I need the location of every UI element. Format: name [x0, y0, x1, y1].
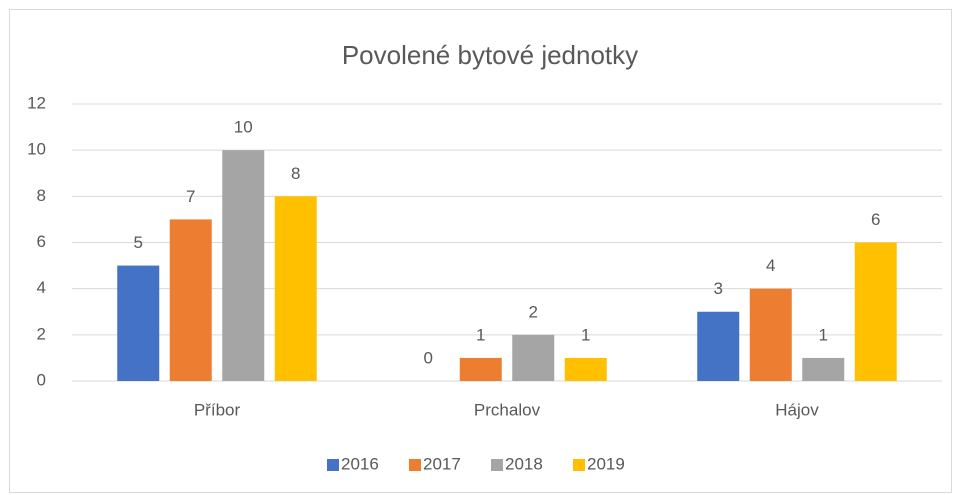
chart-title: Povolené bytové jednotky: [342, 40, 638, 70]
chart-frame: [9, 9, 952, 493]
y-tick-label: 8: [37, 186, 46, 205]
bar: [222, 150, 265, 381]
legend-swatch: [409, 459, 421, 471]
data-label: 1: [819, 325, 828, 344]
bar: [117, 265, 160, 381]
bar: [274, 196, 317, 381]
data-label: 3: [714, 279, 723, 298]
y-tick-label: 6: [37, 232, 46, 251]
bar: [697, 311, 740, 381]
data-label: 4: [766, 256, 775, 275]
bar: [512, 334, 555, 381]
bar: [564, 357, 607, 381]
x-tick-label: Hájov: [775, 400, 819, 419]
y-tick-label: 0: [37, 370, 46, 389]
data-label: 5: [134, 233, 143, 252]
data-label: 1: [581, 325, 590, 344]
legend-swatch: [573, 459, 585, 471]
x-tick-label: Příbor: [194, 400, 241, 419]
bar: [854, 242, 897, 381]
data-label: 1: [476, 325, 485, 344]
y-tick-label: 12: [27, 93, 46, 112]
legend-swatch: [491, 459, 503, 471]
bar: [459, 357, 502, 381]
data-label: 7: [186, 187, 195, 206]
y-tick-label: 2: [37, 324, 46, 343]
bar: [802, 357, 845, 381]
legend-label: 2018: [505, 454, 543, 473]
legend-swatch: [327, 459, 339, 471]
legend-label: 2019: [587, 454, 625, 473]
x-tick-label: Prchalov: [474, 400, 541, 419]
data-label: 0: [424, 348, 433, 367]
data-label: 10: [234, 118, 253, 137]
bar: [749, 288, 792, 381]
data-label: 2: [529, 302, 538, 321]
y-tick-label: 4: [37, 278, 46, 297]
data-label: 6: [871, 210, 880, 229]
y-tick-label: 10: [27, 140, 46, 159]
legend-label: 2016: [341, 454, 379, 473]
bar: [169, 219, 212, 381]
data-label: 8: [291, 164, 300, 183]
legend-label: 2017: [423, 454, 461, 473]
